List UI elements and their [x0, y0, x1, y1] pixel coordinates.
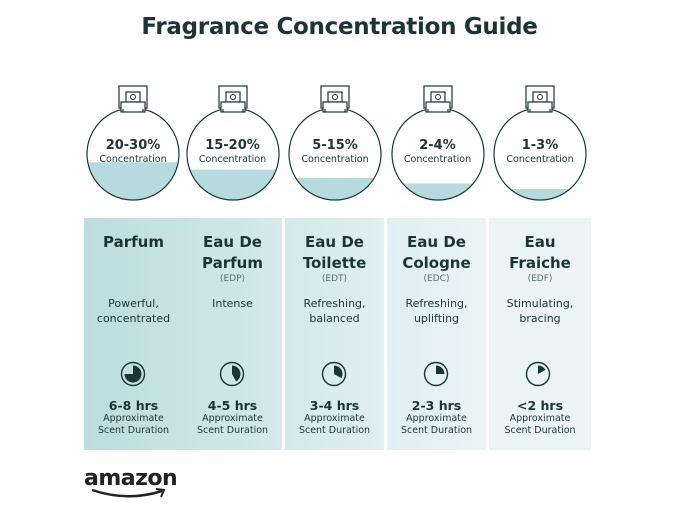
- concentration-percent: 20-30%: [105, 138, 161, 153]
- description-line1: Refreshing,: [405, 297, 468, 310]
- liquid: [189, 169, 276, 200]
- type-abbreviation: (EDC): [423, 274, 450, 284]
- liquid: [87, 162, 179, 200]
- bottle-3: 5-15% Concentration: [285, 84, 385, 212]
- clock-icon: [321, 361, 347, 387]
- bottle-5: 1-3% Concentration: [490, 84, 590, 212]
- description-line1: Refreshing,: [303, 297, 366, 310]
- concentration-label: Concentration: [403, 154, 472, 165]
- scent-duration: 6-8 hrs: [108, 398, 159, 413]
- type-name-line2: Cologne: [402, 254, 471, 272]
- bottle-icon: [288, 85, 382, 201]
- duration-label-line1: Approximate: [202, 413, 263, 424]
- concentration-label: Concentration: [301, 154, 369, 165]
- description-line2: concentrated: [96, 312, 171, 325]
- bottle-icon: [86, 85, 180, 201]
- bottle-1: 20-30% Concentration: [83, 84, 183, 212]
- duration-label-line2: Scent Duration: [400, 425, 473, 436]
- bottle-icon: [390, 85, 485, 201]
- duration-label-line1: Approximate: [406, 413, 467, 424]
- clock-icon: [219, 361, 245, 387]
- clock-icon: [525, 361, 551, 387]
- description-line1: Intense: [212, 297, 253, 310]
- scent-duration: 2-3 hrs: [411, 398, 462, 413]
- bottle-icon: [185, 85, 280, 201]
- description-line1: Powerful,: [108, 297, 159, 310]
- duration-label-line1: Approximate: [304, 413, 365, 424]
- type-name-line1: Eau: [524, 233, 556, 251]
- type-name-line2: Toilette: [302, 254, 367, 272]
- clock-icon: [120, 361, 146, 387]
- fragrance-panel-3: Eau De Toilette (EDT) Refreshing, balanced…: [285, 218, 384, 450]
- scent-duration: 3-4 hrs: [309, 398, 360, 413]
- concentration-percent: 15-20%: [205, 138, 260, 153]
- type-abbreviation: (EDT): [321, 274, 348, 284]
- bottle-4: 2-4% Concentration: [388, 84, 488, 212]
- type-name-line2: Fraiche: [509, 254, 571, 272]
- type-abbreviation: (EDP): [219, 274, 246, 284]
- fragrance-panel-5: Eau Fraiche (EDF) Stimulating, bracing <2 …: [489, 218, 591, 450]
- clock-icon: [423, 361, 449, 387]
- scent-duration: 4-5 hrs: [207, 398, 258, 413]
- description-line1: Stimulating,: [506, 297, 574, 310]
- type-name-line1: Parfum: [103, 233, 164, 251]
- page-title: Fragrance Concentration Guide: [141, 14, 538, 40]
- fragrance-panel-4: Eau De Cologne (EDC) Refreshing, uplifting…: [387, 218, 486, 450]
- type-abbreviation: (EDF): [527, 274, 553, 284]
- concentration-percent: 5-15%: [312, 138, 358, 153]
- description-line2: uplifting: [413, 312, 460, 325]
- bottle-icon: [493, 85, 587, 201]
- type-name-line1: Eau De: [305, 233, 364, 251]
- duration-label-line1: Approximate: [103, 413, 164, 424]
- fragrance-panel-1: Parfum Powerful, concentrated 6-8 hrs App…: [84, 218, 183, 450]
- liquid: [402, 183, 473, 200]
- concentration-percent: 2-4%: [419, 138, 456, 153]
- description-line2: balanced: [309, 312, 360, 325]
- duration-label-line1: Approximate: [509, 413, 571, 424]
- concentration-label: Concentration: [506, 154, 574, 165]
- duration-label-line2: Scent Duration: [97, 425, 170, 436]
- type-name-line1: Eau De: [407, 233, 466, 251]
- type-name-line2: Parfum: [202, 254, 263, 272]
- liquid: [295, 177, 375, 200]
- duration-label-line2: Scent Duration: [504, 425, 576, 436]
- smile-arrow-icon: [91, 488, 166, 498]
- concentration-percent: 1-3%: [521, 138, 559, 153]
- fragrance-panel-2: Eau De Parfum (EDP) Intense 4-5 hrs Appro…: [183, 218, 282, 450]
- scent-duration: <2 hrs: [516, 398, 564, 413]
- description-line2: bracing: [519, 312, 561, 325]
- bottle-2: 15-20% Concentration: [183, 84, 283, 212]
- duration-label-line2: Scent Duration: [298, 425, 371, 436]
- amazon-logo: amazon: [84, 466, 178, 498]
- duration-label-line2: Scent Duration: [196, 425, 269, 436]
- concentration-label: Concentration: [99, 154, 167, 165]
- type-name-line1: Eau De: [203, 233, 262, 251]
- concentration-label: Concentration: [198, 154, 267, 165]
